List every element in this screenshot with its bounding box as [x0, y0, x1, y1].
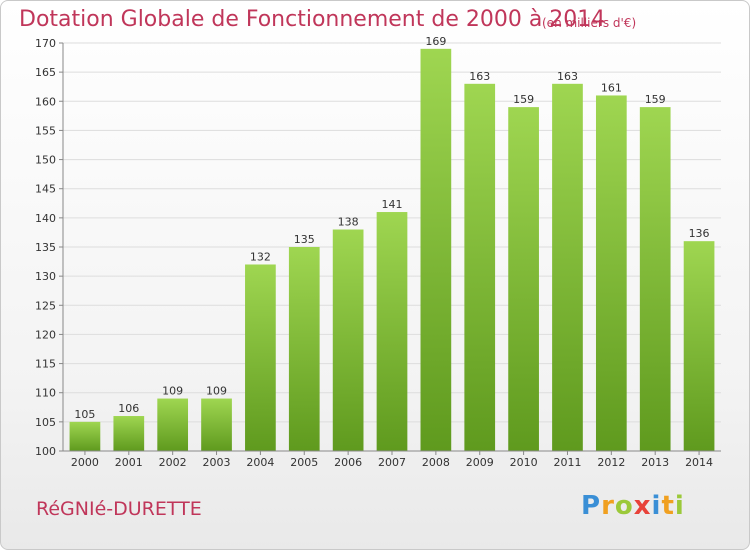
x-tick-label: 2004: [246, 456, 274, 469]
x-tick-label: 2000: [71, 456, 99, 469]
bar-value-label: 138: [338, 216, 359, 229]
commune-name: RéGNIé-DURETTE: [36, 498, 202, 520]
bar: [464, 83, 496, 452]
bar-value-label: 159: [645, 93, 666, 106]
bar-value-label: 109: [206, 385, 227, 398]
logo-letter: o: [614, 491, 634, 521]
proxiti-logo: Proxiti: [581, 491, 685, 521]
bar-value-label: 141: [382, 198, 403, 211]
x-tick-label: 2003: [203, 456, 231, 469]
x-axis: 2000 2001 2002 2003 2004 2005 2006 2007 2008 2009…: [63, 450, 721, 469]
bar-value-label: 135: [294, 233, 315, 246]
x-tick-label: 2009: [466, 456, 494, 469]
y-axis: 100 105 110 115 120 125 130 135 140 145 150 155 160 1…: [35, 37, 64, 458]
bar: [201, 398, 232, 451]
bar-value-label: 136: [689, 227, 710, 240]
bar-value-label: 161: [601, 81, 622, 94]
bar: [69, 421, 101, 451]
x-tick-label: 2010: [510, 456, 538, 469]
x-tick-label: 2013: [641, 456, 669, 469]
y-tick-label: 145: [35, 183, 56, 196]
bar: [376, 212, 408, 451]
bar: [113, 416, 145, 451]
y-tick-label: 165: [35, 66, 56, 79]
y-tick-label: 115: [35, 358, 56, 371]
bars: 105 106 109 109 132 135 138 141 169 163 159 163 161 1…: [69, 35, 715, 452]
x-tick-label: 2005: [290, 456, 318, 469]
bar: [332, 229, 364, 451]
y-tick-label: 125: [35, 299, 56, 312]
logo-letter: i: [674, 491, 685, 521]
y-tick-label: 170: [35, 37, 56, 50]
y-tick-label: 130: [35, 270, 56, 283]
y-tick-label: 135: [35, 241, 56, 254]
bar-value-label: 132: [250, 250, 271, 263]
y-tick-label: 155: [35, 124, 56, 137]
bar: [245, 264, 276, 451]
y-tick-label: 160: [35, 95, 56, 108]
bar-value-label: 169: [425, 35, 446, 48]
bar: [683, 241, 715, 451]
bar-value-label: 163: [557, 70, 578, 83]
y-tick-label: 120: [35, 328, 56, 341]
bar-value-label: 159: [513, 93, 534, 106]
bar: [420, 48, 452, 451]
bar-value-label: 163: [469, 70, 490, 83]
bar: [552, 83, 583, 452]
chart-subtitle: (en milliers d'€): [542, 16, 637, 30]
chart-title: Dotation Globale de Fonctionnement de 20…: [19, 7, 606, 32]
logo-letter: P: [581, 491, 602, 521]
x-tick-label: 2002: [159, 456, 187, 469]
x-tick-label: 2014: [685, 456, 713, 469]
bar: [508, 107, 539, 451]
bar-value-label: 105: [74, 408, 95, 421]
y-tick-label: 105: [35, 416, 56, 429]
bar: [639, 107, 671, 451]
x-tick-label: 2012: [597, 456, 625, 469]
bar-value-label: 109: [162, 385, 183, 398]
x-tick-label: 2008: [422, 456, 450, 469]
x-tick-label: 2011: [553, 456, 581, 469]
bar: [595, 95, 627, 451]
logo-letter: r: [601, 491, 615, 521]
x-tick-label: 2001: [115, 456, 143, 469]
x-tick-label: 2006: [334, 456, 362, 469]
logo-letter: x: [633, 491, 652, 521]
bar: [288, 247, 320, 451]
y-tick-label: 110: [35, 387, 56, 400]
y-tick-label: 140: [35, 212, 56, 225]
y-tick-label: 100: [35, 445, 56, 458]
bar: [157, 398, 189, 451]
bar-value-label: 106: [118, 402, 139, 415]
logo-letter: t: [661, 491, 675, 521]
logo-letter: i: [651, 491, 662, 521]
x-tick-label: 2007: [378, 456, 406, 469]
y-tick-label: 150: [35, 154, 56, 167]
